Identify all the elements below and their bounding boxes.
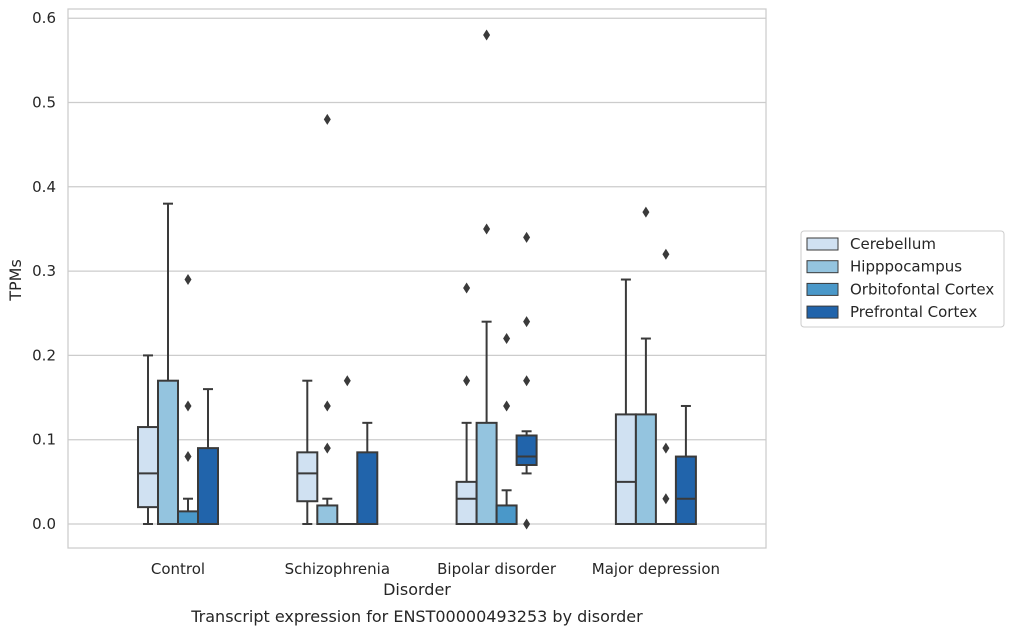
box-body bbox=[495, 504, 518, 526]
legend-swatch bbox=[806, 305, 839, 319]
x-axis-label: Disorder bbox=[383, 580, 451, 599]
outlier-point bbox=[483, 29, 491, 41]
box-body bbox=[515, 434, 538, 466]
y-axis-label: TPMs bbox=[6, 259, 25, 302]
box-body bbox=[296, 451, 319, 503]
legend-label: Hipppocampus bbox=[850, 258, 962, 276]
box-orbitofontal-cortex bbox=[495, 333, 518, 526]
outlier-point bbox=[463, 375, 471, 387]
x-tick-label: Major depression bbox=[592, 560, 720, 578]
box-body bbox=[614, 413, 637, 525]
box-body bbox=[455, 480, 478, 526]
box-body bbox=[316, 504, 339, 526]
legend-swatch bbox=[806, 260, 839, 274]
outlier-point bbox=[184, 451, 192, 463]
box-orbitofontal-cortex bbox=[654, 248, 677, 526]
y-tick-label: 0.0 bbox=[32, 515, 56, 533]
legend-swatch bbox=[806, 237, 839, 251]
box-body bbox=[157, 379, 179, 525]
y-tick-labels: 0.0 0.1 0.2 0.3 0.4 0.5 0.6 bbox=[32, 9, 56, 533]
outlier-point bbox=[662, 248, 670, 260]
box-body bbox=[674, 455, 697, 525]
box-prefrontal-cortex bbox=[197, 388, 219, 526]
box-body bbox=[177, 510, 199, 526]
y-tick-label: 0.1 bbox=[32, 431, 56, 449]
legend-frame bbox=[800, 230, 1005, 328]
gridlines bbox=[68, 17, 766, 525]
box-body bbox=[197, 447, 219, 526]
box-hipppocampus bbox=[475, 29, 498, 525]
box-hipppocampus bbox=[157, 202, 179, 525]
box-prefrontal-cortex bbox=[356, 421, 379, 525]
x-tick-label: Bipolar disorder bbox=[437, 560, 557, 578]
box-body bbox=[137, 426, 159, 509]
outlier-point bbox=[523, 375, 531, 387]
outlier-point bbox=[184, 400, 192, 412]
outlier-point bbox=[503, 400, 511, 412]
outlier-point bbox=[523, 518, 531, 530]
box-hipppocampus bbox=[316, 113, 339, 526]
outlier-point bbox=[503, 333, 511, 345]
y-tick-label: 0.6 bbox=[32, 9, 56, 27]
box-orbitofontal-cortex bbox=[336, 375, 359, 526]
y-tick-label: 0.5 bbox=[32, 94, 56, 112]
plot-frame bbox=[67, 8, 767, 549]
box-cerebellum bbox=[137, 354, 159, 525]
legend: Cerebellum Hipppocampus Orbitofontal Corte… bbox=[800, 230, 1005, 328]
y-tick-label: 0.4 bbox=[32, 178, 56, 196]
outlier-point bbox=[523, 231, 531, 243]
legend-label: Prefrontal Cortex bbox=[850, 303, 977, 321]
outlier-point bbox=[184, 274, 192, 286]
outlier-point bbox=[323, 400, 331, 412]
outlier-point bbox=[323, 113, 331, 125]
y-tick-label: 0.2 bbox=[32, 346, 56, 364]
box-hipppocampus bbox=[634, 206, 657, 525]
legend-label: Orbitofontal Cortex bbox=[850, 280, 994, 298]
box-orbitofontal-cortex bbox=[177, 274, 199, 526]
x-tick-label: Control bbox=[151, 560, 205, 578]
chart-caption: Transcript expression for ENST0000049325… bbox=[190, 607, 643, 626]
box-body bbox=[475, 421, 498, 525]
box-body bbox=[356, 451, 379, 525]
legend-swatch bbox=[806, 282, 839, 296]
x-tick-label: Schizophrenia bbox=[285, 560, 390, 578]
outlier-point bbox=[463, 282, 471, 294]
box-body bbox=[634, 413, 657, 525]
box-prefrontal-cortex bbox=[515, 231, 538, 530]
y-tick-label: 0.3 bbox=[32, 262, 56, 280]
outlier-point bbox=[523, 316, 531, 328]
box-prefrontal-cortex bbox=[674, 404, 697, 525]
outlier-point bbox=[662, 493, 670, 505]
x-tick-labels: Control Schizophrenia Bipolar disorder Majo… bbox=[151, 560, 720, 578]
box-cerebellum bbox=[614, 278, 637, 525]
outlier-point bbox=[642, 206, 650, 218]
box-cerebellum bbox=[455, 282, 478, 526]
outlier-point bbox=[323, 442, 331, 454]
outlier-point bbox=[483, 223, 491, 235]
outlier-point bbox=[662, 442, 670, 454]
legend-label: Cerebellum bbox=[850, 235, 936, 253]
box-cerebellum bbox=[296, 379, 319, 525]
outlier-point bbox=[343, 375, 351, 387]
boxes bbox=[137, 29, 697, 530]
